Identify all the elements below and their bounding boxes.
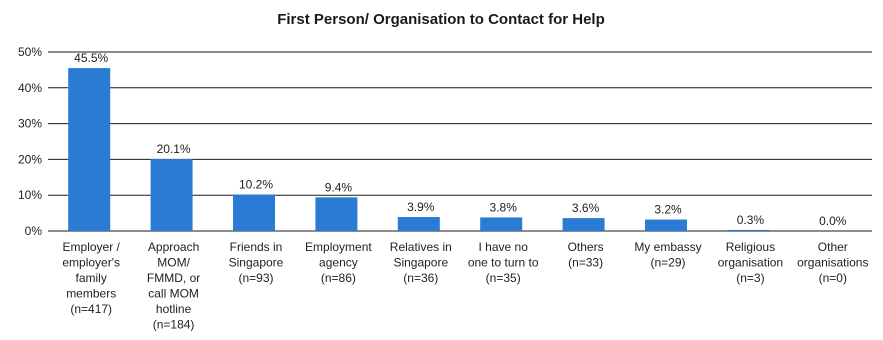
category-label: Employment agency (n=86) bbox=[305, 240, 372, 285]
category-label-line: Singapore bbox=[393, 256, 448, 270]
y-axis-ticks: 0% 10% 20% 30% 40% 50% bbox=[18, 45, 42, 238]
category-label: Employer / employer's family members (n=417) bbox=[62, 240, 120, 316]
category-label-line: Employer / bbox=[63, 240, 121, 254]
data-label: 10.2% bbox=[239, 177, 273, 191]
bar bbox=[727, 229, 770, 231]
data-labels: 45.5% 20.1% 10.2% 9.4% 3.9% 3.8% 3.6% 3.2% 0.3% 0… bbox=[74, 51, 847, 228]
data-label: 3.9% bbox=[407, 200, 435, 214]
data-label: 20.1% bbox=[157, 142, 191, 156]
category-label: Relatives in Singapore (n=36) bbox=[390, 240, 452, 285]
bars bbox=[68, 68, 770, 231]
category-label-line: employer's bbox=[62, 256, 120, 270]
category-label: Friends in Singapore (n=93) bbox=[229, 240, 284, 285]
data-label: 0.0% bbox=[819, 214, 847, 228]
bar bbox=[68, 68, 111, 231]
data-label: 3.6% bbox=[572, 201, 600, 215]
category-label-line: (n=184) bbox=[153, 318, 195, 332]
category-label-line: Singapore bbox=[229, 256, 284, 270]
category-label-line: Relatives in bbox=[390, 240, 452, 254]
bar bbox=[480, 217, 523, 231]
category-label-line: (n=29) bbox=[650, 256, 685, 270]
category-label-line: call MOM bbox=[148, 287, 199, 301]
y-tick-label: 0% bbox=[25, 224, 43, 238]
bar bbox=[150, 159, 193, 231]
category-label-line: Friends in bbox=[230, 240, 283, 254]
category-label-line: agency bbox=[319, 256, 358, 270]
category-labels: Employer / employer's family members (n=417)… bbox=[62, 240, 868, 332]
bar bbox=[315, 197, 358, 231]
category-label-line: (n=93) bbox=[238, 271, 273, 285]
category-label-line: organisation bbox=[718, 256, 783, 270]
category-label-line: hotline bbox=[156, 302, 192, 316]
data-label: 3.2% bbox=[654, 203, 682, 217]
category-label: Other organisations (n=0) bbox=[797, 240, 868, 285]
y-tick-label: 10% bbox=[18, 188, 42, 202]
category-label: I have no one to turn to (n=35) bbox=[468, 240, 539, 285]
bar bbox=[562, 218, 605, 231]
category-label-line: Other bbox=[818, 240, 848, 254]
category-label-line: (n=35) bbox=[486, 271, 521, 285]
category-label: My embassy (n=29) bbox=[634, 240, 701, 270]
category-label-line: one to turn to bbox=[468, 256, 539, 270]
category-label: Others (n=33) bbox=[568, 240, 604, 270]
category-label-line: I have no bbox=[479, 240, 529, 254]
category-label-line: MOM/ bbox=[157, 256, 190, 270]
category-label-line: Religious bbox=[726, 240, 775, 254]
category-label: Religious organisation (n=3) bbox=[718, 240, 783, 285]
category-label-line: (n=417) bbox=[70, 302, 112, 316]
category-label-line: (n=3) bbox=[736, 271, 764, 285]
data-label: 0.3% bbox=[737, 213, 765, 227]
category-label-line: (n=0) bbox=[819, 271, 847, 285]
bar bbox=[645, 219, 687, 231]
chart-title: First Person/ Organisation to Contact fo… bbox=[277, 11, 605, 28]
bar bbox=[233, 194, 275, 231]
category-label-line: organisations bbox=[797, 256, 868, 270]
category-label-line: family bbox=[76, 271, 107, 285]
category-label-line: Others bbox=[568, 240, 604, 254]
category-label-line: Approach bbox=[148, 240, 199, 254]
y-tick-label: 20% bbox=[18, 152, 42, 166]
category-label-line: My embassy bbox=[634, 240, 701, 254]
data-label: 45.5% bbox=[74, 51, 108, 65]
category-label: Approach MOM/FMMD, or call MOM hotline (n=18… bbox=[147, 240, 200, 332]
category-label-line: members bbox=[66, 287, 116, 301]
category-label-line: (n=36) bbox=[403, 271, 438, 285]
bar bbox=[397, 217, 440, 231]
y-tick-label: 30% bbox=[18, 117, 42, 131]
category-label-line: Employment bbox=[305, 240, 372, 254]
y-tick-label: 50% bbox=[18, 45, 42, 59]
category-label-line: (n=86) bbox=[321, 271, 356, 285]
data-label: 9.4% bbox=[325, 180, 353, 194]
y-tick-label: 40% bbox=[18, 81, 42, 95]
data-label: 3.8% bbox=[490, 200, 518, 214]
category-label-line: (n=33) bbox=[568, 256, 603, 270]
category-label-line: FMMD, or bbox=[147, 271, 200, 285]
